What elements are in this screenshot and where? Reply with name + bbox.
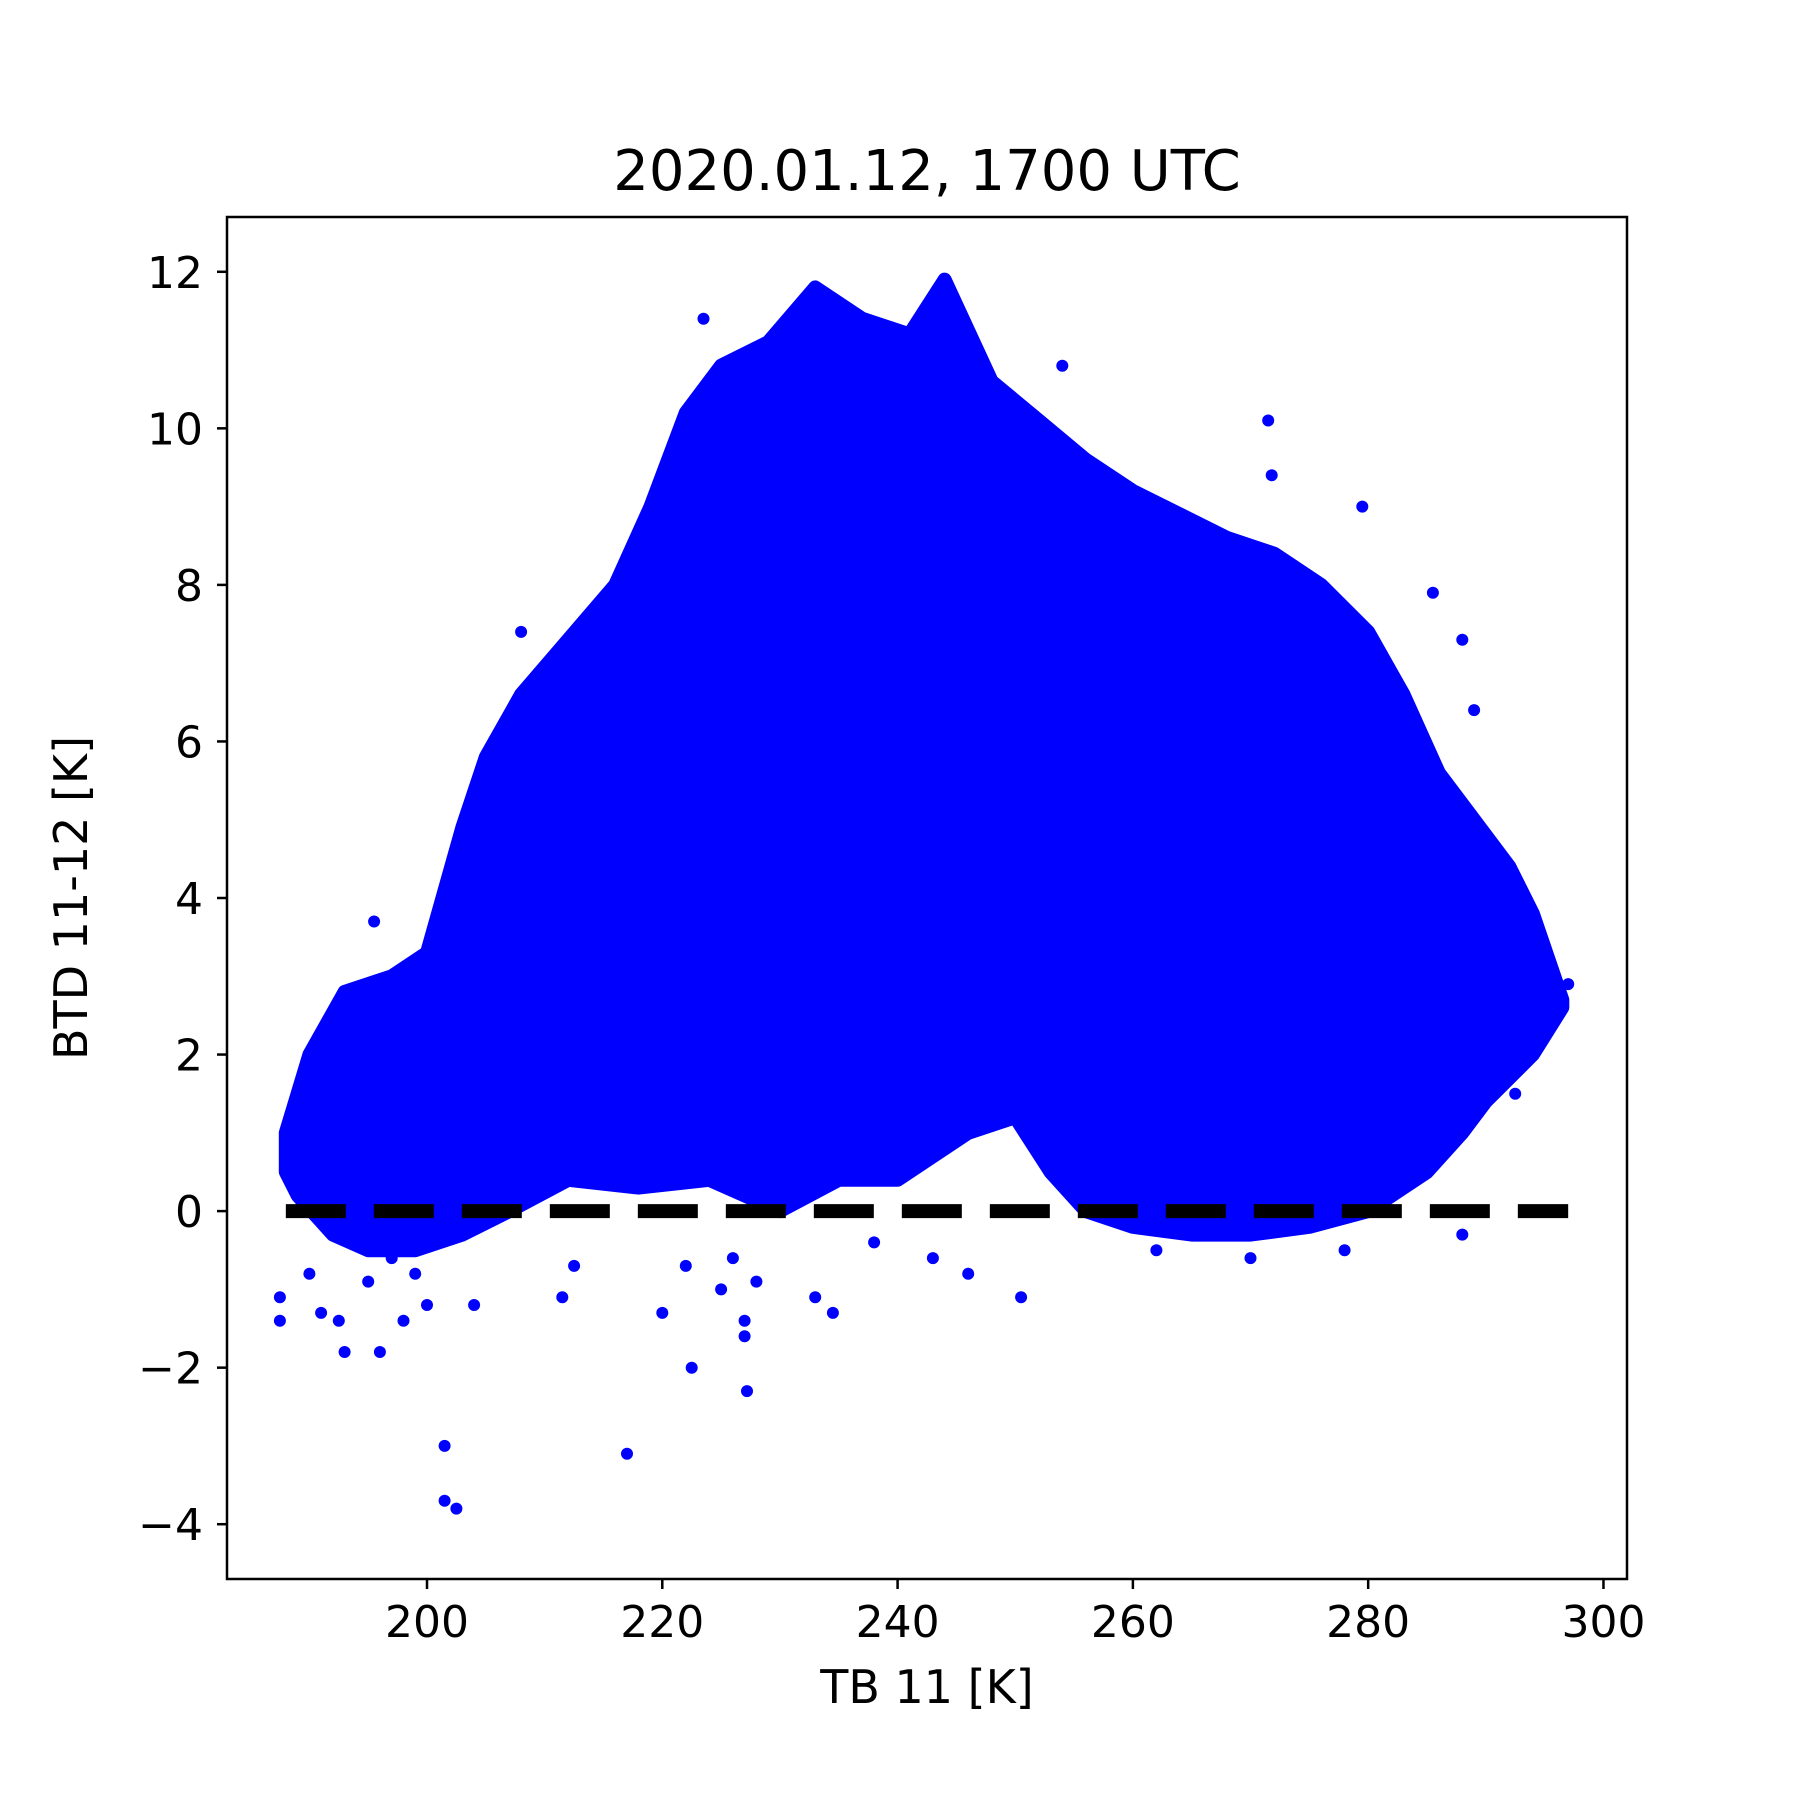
scatter-point — [1244, 1252, 1257, 1265]
y-tick-label: −2 — [138, 1344, 203, 1395]
y-tick-label: 0 — [175, 1187, 203, 1238]
scatter-point — [409, 1267, 422, 1280]
x-tick-label: 280 — [1326, 1597, 1410, 1648]
scatter-point — [1265, 469, 1278, 482]
y-tick-label: 4 — [175, 874, 203, 925]
scatter-point — [421, 1299, 433, 1311]
scatter-point — [1150, 1244, 1163, 1257]
y-axis-label: BTD 11-12 [K] — [44, 736, 98, 1060]
y-axis: −4 −2 0 2 4 6 8 10 12 — [138, 248, 227, 1551]
scatter-point — [1562, 978, 1575, 991]
scatter-point — [738, 1330, 751, 1343]
scatter-point — [1356, 500, 1369, 513]
scatter-point — [715, 1283, 728, 1296]
scatter-point — [738, 1314, 751, 1327]
scatter-point — [697, 312, 710, 325]
scatter-point — [468, 1299, 481, 1311]
x-axis-label: TB 11 [K] — [819, 1660, 1034, 1714]
scatter-point — [303, 1267, 316, 1280]
scatter-point — [868, 1236, 881, 1249]
y-tick-label: −4 — [138, 1500, 203, 1551]
scatter-point — [726, 1252, 739, 1265]
scatter-point — [450, 1502, 463, 1515]
scatter-point — [397, 1314, 410, 1327]
y-tick-label: 6 — [175, 717, 203, 768]
scatter-point — [373, 1346, 386, 1358]
scatter-point — [926, 1252, 939, 1265]
scatter-point — [656, 1306, 669, 1319]
scatter-point — [273, 1314, 286, 1327]
scatter-point — [1456, 633, 1469, 646]
scatter-point — [332, 1314, 345, 1327]
scatter-point — [685, 1361, 698, 1374]
scatter-point — [1015, 1291, 1028, 1304]
scatter-point — [1056, 359, 1069, 372]
x-tick-label: 240 — [856, 1597, 940, 1648]
scatter-point — [1426, 586, 1439, 599]
scatter-point — [338, 1346, 351, 1358]
scatter-point — [556, 1291, 569, 1304]
scatter-point — [568, 1259, 581, 1272]
plot-area — [273, 272, 1575, 1515]
x-tick-label: 260 — [1091, 1597, 1175, 1648]
y-tick-label: 2 — [175, 1031, 203, 1082]
scatter-point — [385, 1252, 398, 1265]
y-tick-label: 8 — [175, 561, 203, 612]
y-tick-label: 10 — [147, 404, 203, 455]
scatter-point — [315, 1306, 328, 1319]
scatter-point — [1468, 704, 1481, 717]
scatter-point-cloud — [278, 272, 1570, 1258]
scatter-point — [741, 1385, 753, 1398]
scatter-point — [368, 915, 381, 928]
scatter-point — [1509, 1087, 1522, 1100]
x-tick-label: 300 — [1561, 1597, 1645, 1648]
y-tick-label: 12 — [147, 248, 203, 299]
x-tick-label: 200 — [385, 1597, 469, 1648]
scatter-point — [750, 1275, 763, 1288]
scatter-point — [362, 1275, 375, 1288]
scatter-point — [438, 1439, 451, 1452]
scatter-point — [1456, 1228, 1469, 1241]
scatter-point — [962, 1267, 975, 1280]
scatter-point — [273, 1291, 286, 1304]
x-axis: 200 220 240 260 280 300 — [385, 1579, 1645, 1648]
x-tick-label: 220 — [620, 1597, 704, 1648]
scatter-point — [679, 1259, 692, 1272]
scatter-point — [621, 1447, 633, 1460]
chart-title: 2020.01.12, 1700 UTC — [613, 139, 1241, 204]
scatter-point — [826, 1306, 839, 1319]
scatter-point — [515, 625, 528, 638]
scatter-point — [809, 1291, 822, 1304]
scatter-point — [1338, 1244, 1351, 1257]
scatter-point — [438, 1494, 451, 1507]
scatter-point — [1262, 414, 1275, 427]
